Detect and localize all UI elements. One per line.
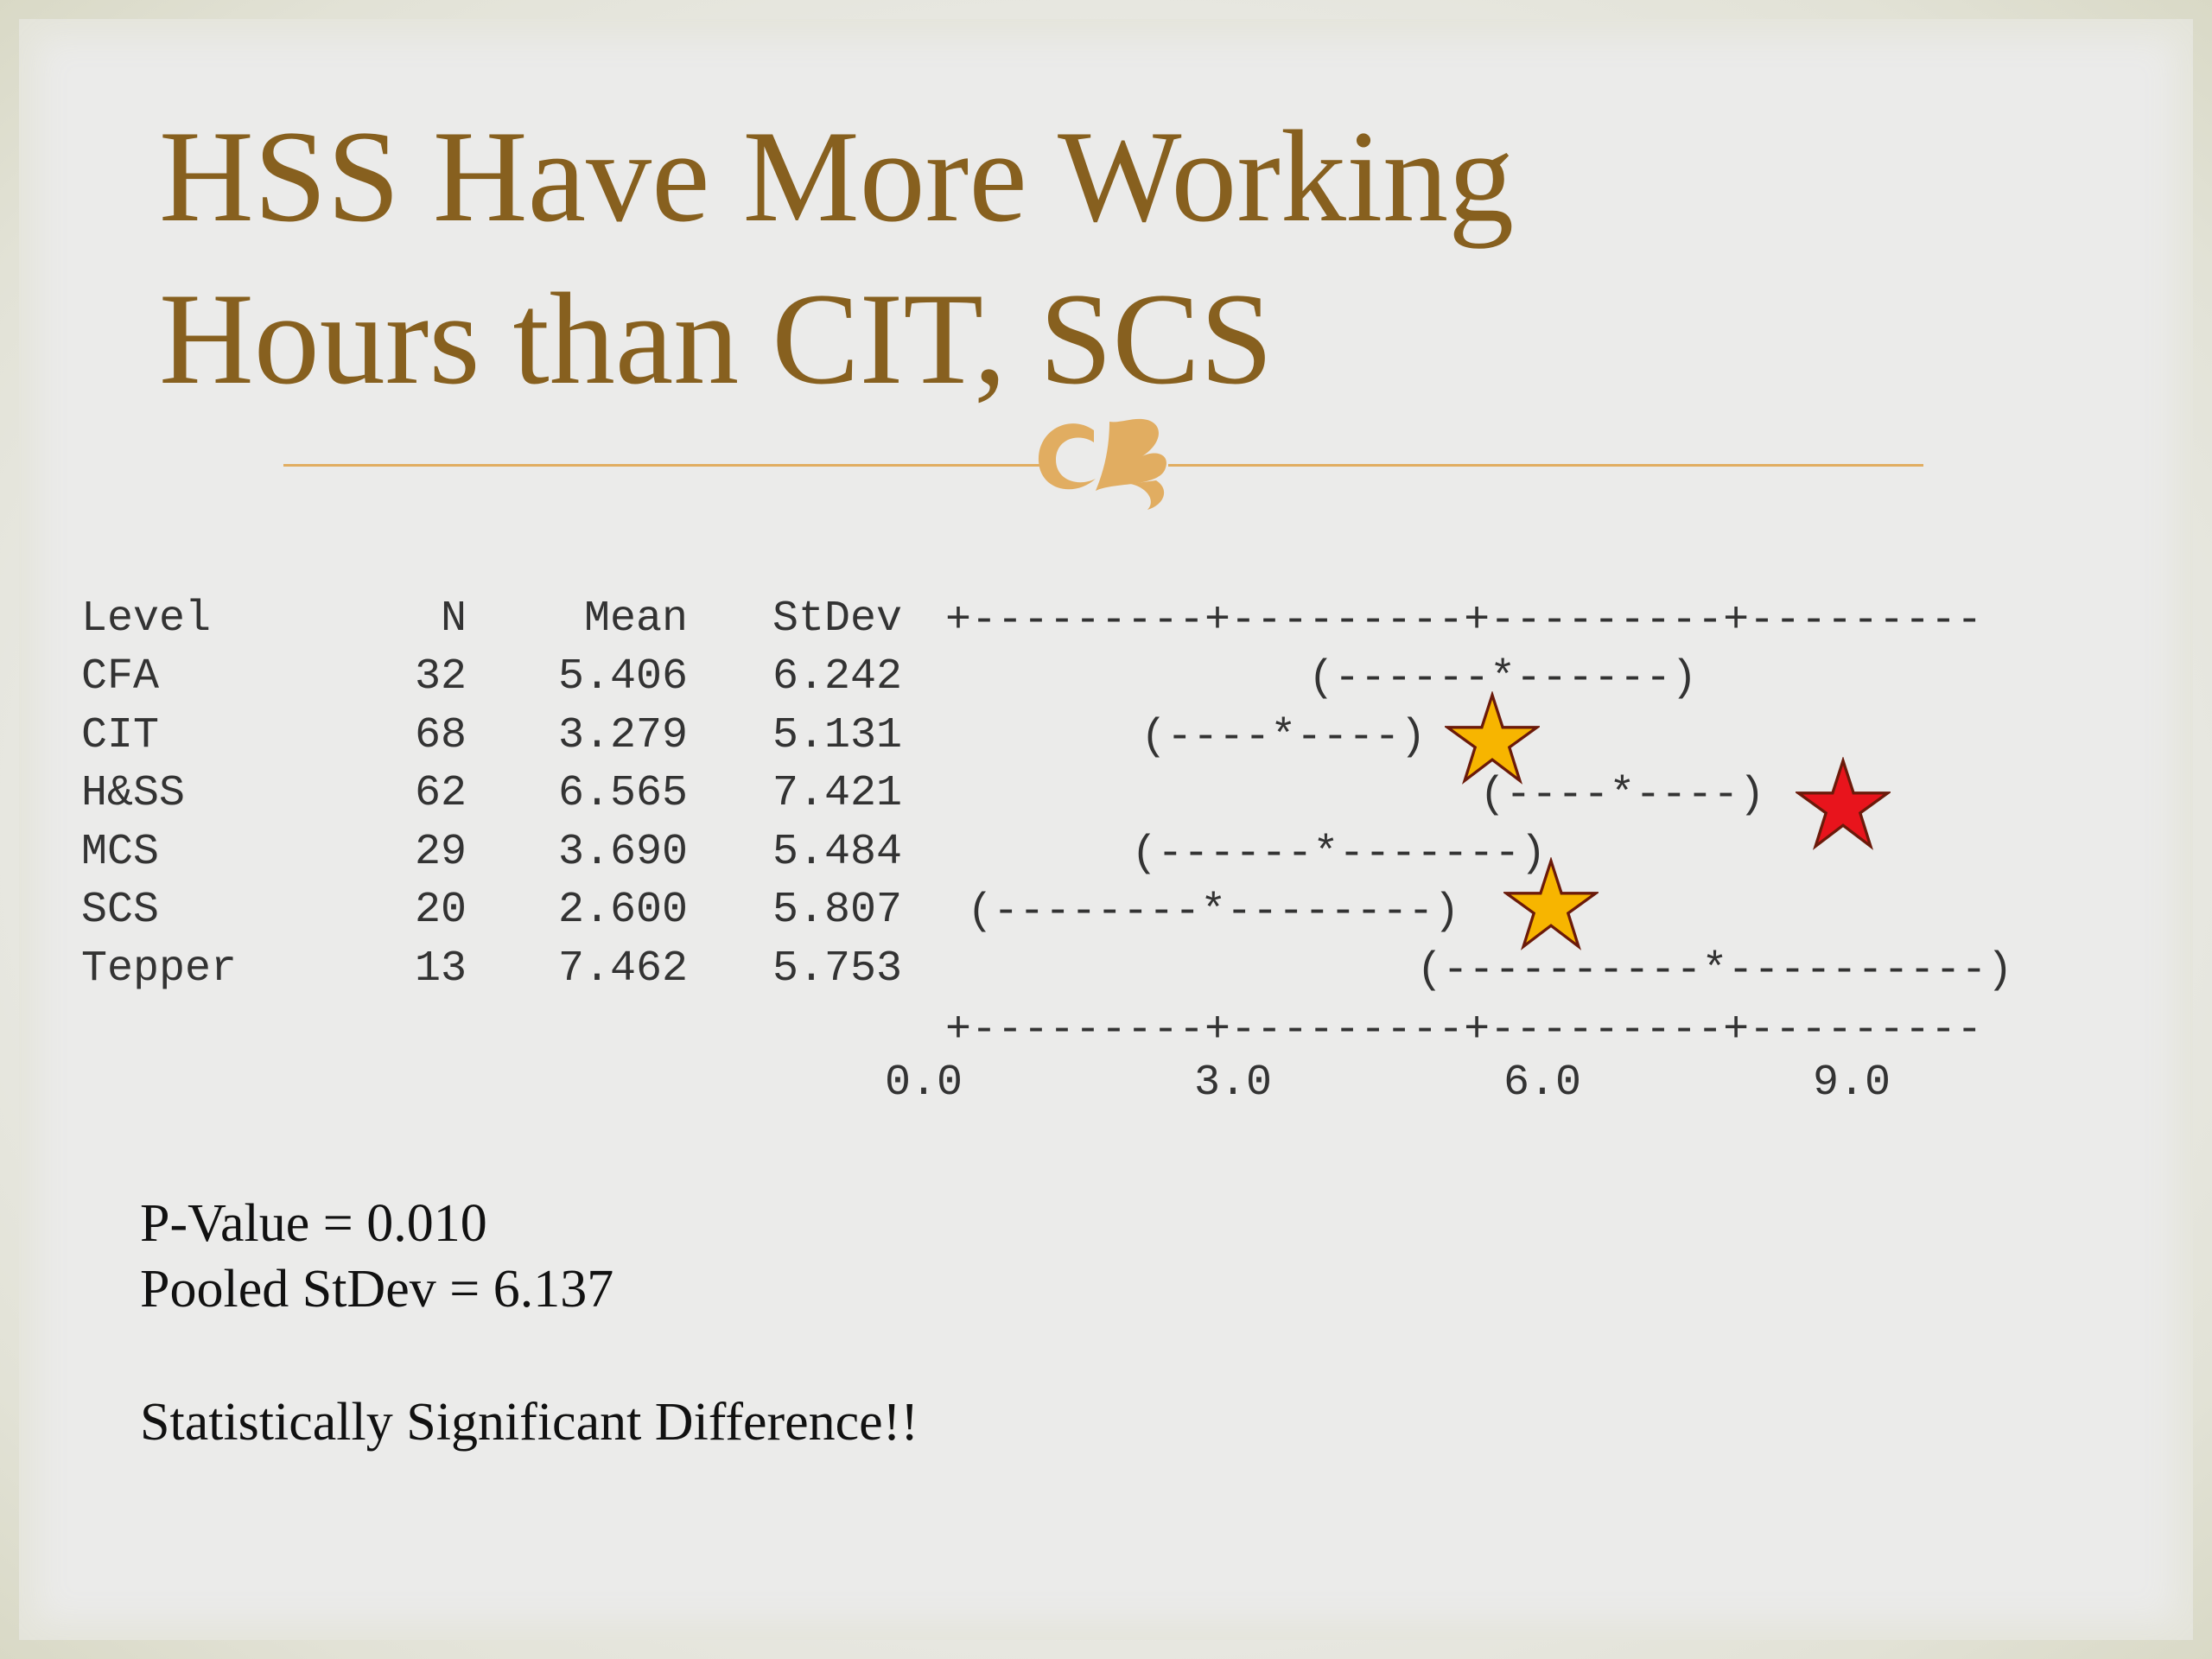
p-value: P-Value = 0.010 <box>140 1194 487 1253</box>
cell-stdev: 5.753 <box>772 944 902 994</box>
header-stdev: StDev <box>772 594 902 644</box>
title-line-2: Hours than CIT, SCS <box>159 266 1274 411</box>
cell-level: CFA <box>81 652 160 702</box>
tick-label-0: 0.0 <box>885 1058 963 1108</box>
cell-mean: 6.565 <box>557 769 688 818</box>
ci-interval: (----*----) <box>1141 712 1427 762</box>
table-header: Level N Mean StDev <box>81 594 902 646</box>
cell-stdev: 6.242 <box>772 652 902 702</box>
cell-n: 20 <box>414 886 467 935</box>
table-row: SCS 20 2.600 5.807 <box>81 886 902 938</box>
cell-n: 32 <box>414 652 467 702</box>
axis-top: +---------+---------+---------+--------- <box>945 596 1983 645</box>
ci-interval: (----------*----------) <box>1416 945 2013 995</box>
tick-label-6: 6.0 <box>1503 1058 1582 1108</box>
cell-stdev: 7.421 <box>772 769 902 818</box>
cell-mean: 5.406 <box>557 652 688 702</box>
tick-label-3: 3.0 <box>1194 1058 1273 1108</box>
table-row: H&SS 62 6.565 7.421 <box>81 769 902 821</box>
cell-n: 62 <box>414 769 467 818</box>
ci-interval: (--------*--------) <box>967 887 1460 937</box>
cell-mean: 3.279 <box>557 710 688 760</box>
pooled-stdev: Pooled StDev = 6.137 <box>140 1260 614 1319</box>
cell-level: SCS <box>81 886 160 935</box>
cell-level: H&SS <box>81 769 186 818</box>
cell-mean: 3.690 <box>557 827 688 877</box>
table-row: CFA 32 5.406 6.242 <box>81 652 902 704</box>
cell-stdev: 5.807 <box>772 886 902 935</box>
ci-interval: (------*------) <box>1308 654 1698 703</box>
divider-left <box>283 464 1044 467</box>
cell-mean: 2.600 <box>557 886 688 935</box>
table-row: CIT 68 3.279 5.131 <box>81 710 902 763</box>
ornament-swirl-icon <box>1038 418 1166 510</box>
star-icon <box>1503 857 1599 950</box>
cell-level: MCS <box>81 827 160 877</box>
ci-interval: (------*-------) <box>1131 829 1547 879</box>
cell-level: Tepper <box>81 944 238 994</box>
star-icon <box>1445 691 1540 785</box>
cell-mean: 7.462 <box>557 944 688 994</box>
axis-bottom: +---------+---------+---------+--------- <box>945 1006 1983 1055</box>
cell-stdev: 5.484 <box>772 827 902 877</box>
divider-right <box>1168 464 1923 467</box>
header-level: Level <box>81 594 212 644</box>
cell-n: 68 <box>414 710 467 760</box>
title-line-1: HSS Have More Working <box>159 104 1515 249</box>
header-mean: Mean <box>583 594 688 644</box>
ci-interval: (----*----) <box>1479 771 1765 820</box>
cell-stdev: 5.131 <box>772 710 902 760</box>
table-row: Tepper 13 7.462 5.753 <box>81 944 902 996</box>
cell-n: 13 <box>414 944 467 994</box>
tick-label-9: 9.0 <box>1813 1058 1891 1108</box>
cell-level: CIT <box>81 710 160 760</box>
slide-title: HSS Have More Working Hours than CIT, SC… <box>159 95 1887 420</box>
star-icon <box>1796 757 1891 850</box>
cell-n: 29 <box>414 827 467 877</box>
header-n: N <box>440 594 467 644</box>
conclusion-text: Statistically Significant Difference!! <box>140 1393 918 1452</box>
table-row: MCS 29 3.690 5.484 <box>81 827 902 880</box>
